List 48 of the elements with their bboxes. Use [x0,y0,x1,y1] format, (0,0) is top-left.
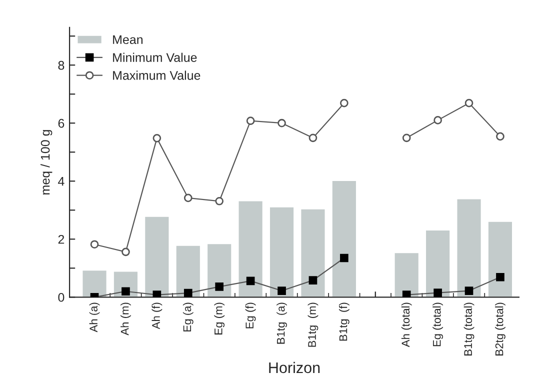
x-axis-title: Horizon [269,362,320,374]
y-tick-label: 2 [58,234,64,244]
legend-label: Maximum Value [113,70,200,80]
bar [456,198,482,298]
point [496,132,504,141]
bar [300,208,326,298]
bar [393,252,420,298]
point [184,194,192,202]
x-tick-label: B1tg (a) [276,302,287,344]
point [464,98,474,108]
point [402,134,411,142]
x-tick-label: Ah (m) [120,302,131,336]
x-tick-label: B1tg (m) [308,302,318,347]
point [90,240,99,249]
point [434,116,442,124]
bar [144,216,170,298]
y-tick-label: 4 [58,177,64,186]
x-tick-label: Ah (a) [89,302,100,332]
y-tick-label: 8 [58,60,64,70]
point [340,98,348,108]
x-tick-label: B1tg (total) [464,302,474,356]
bar [81,269,108,298]
x-tick-label: Eg (total) [432,302,443,346]
x-tick-label: B2tg (total) [495,302,506,356]
point [278,118,286,128]
y-tick-label: 0 [58,292,64,302]
bar [174,244,202,298]
bar [237,200,264,298]
x-tick-label: Eg (a) [182,302,194,332]
point [152,134,162,142]
point [122,248,130,256]
legend-label: Mean [113,35,143,44]
point [246,116,255,125]
point [215,196,224,206]
x-tick-label: Ah (total) [401,302,412,348]
bar [206,242,233,298]
legend-label: Minimum Value [113,52,197,62]
y-axis-title: meq / 100 g [40,130,52,194]
x-tick-label: Ah (f) [152,302,162,330]
point [308,134,318,142]
bar [331,180,358,298]
bar [487,220,514,298]
x-tick-label: Eg (m) [214,302,225,334]
bar [268,206,295,298]
x-tick-label: B1tg (f) [339,302,350,341]
y-tick-label: 6 [58,118,64,128]
bar [424,229,451,298]
x-tick-label: Eg (f) [245,302,256,328]
